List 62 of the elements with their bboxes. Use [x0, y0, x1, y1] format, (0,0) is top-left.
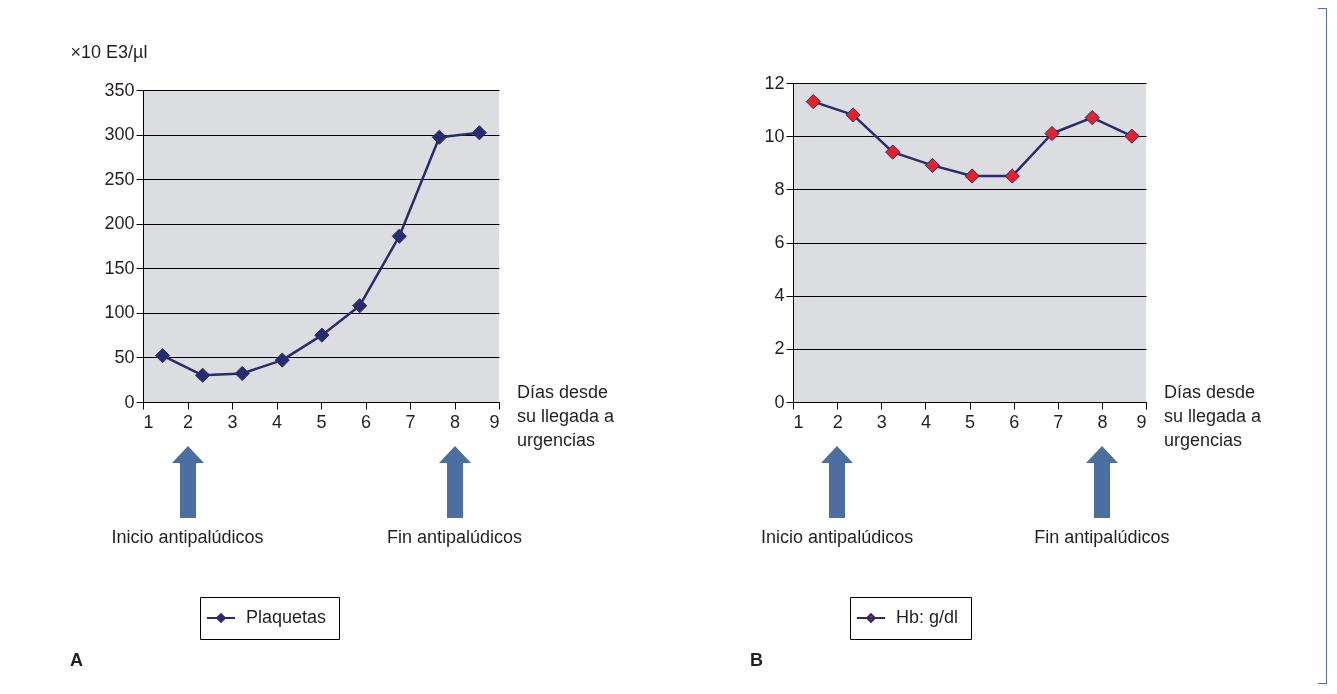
point — [431, 129, 447, 145]
x-tick-label: 4 — [920, 411, 931, 432]
y-axis-title: ×10 E3/µl — [70, 41, 148, 62]
y-tick-label: 6 — [774, 232, 785, 252]
x-tick-label: 6 — [360, 411, 372, 432]
y-tick-label: 200 — [104, 213, 135, 234]
point — [805, 94, 821, 110]
legend-label: Plaquetas — [246, 607, 327, 627]
point — [1084, 109, 1100, 126]
point — [845, 107, 861, 123]
point — [274, 352, 290, 368]
x-tick-label: 5 — [964, 411, 976, 432]
text: Inicio antipalúdicos — [111, 527, 264, 548]
text: B — [750, 650, 763, 671]
y-tick-label: 50 — [114, 346, 135, 367]
x-tick-label: 5 — [316, 411, 327, 432]
x-tick-label: 9 — [489, 411, 500, 432]
x-tick-label: 9 — [1136, 411, 1147, 432]
y-tick-label: 100 — [104, 302, 135, 323]
x-axis-title: Días desde su llegada a urgencias — [1164, 381, 1263, 452]
x-tick-label: 7 — [1053, 411, 1064, 432]
point — [195, 367, 211, 383]
y-tick-label: 12 — [764, 72, 785, 93]
y-tick-label: 0 — [774, 391, 785, 412]
text: A — [70, 650, 83, 671]
x-tick-label: 3 — [876, 411, 887, 432]
point — [1124, 128, 1140, 144]
x-tick-label: 6 — [1009, 411, 1020, 432]
point — [471, 125, 487, 141]
point — [1004, 168, 1020, 184]
y-tick-label: 8 — [774, 178, 785, 199]
x-tick-label: 2 — [832, 411, 843, 432]
y-tick-label: 10 — [764, 125, 785, 146]
x-tick-label: 8 — [1097, 411, 1108, 432]
x-tick-label: 1 — [793, 411, 804, 432]
y-tick-label: 300 — [104, 124, 135, 145]
point — [391, 228, 407, 244]
y-tick-label: 0 — [124, 391, 135, 412]
text: Inicio antipalúdicos — [761, 527, 914, 548]
legend-label: Hb: g/dl — [896, 607, 959, 627]
x-tick-label: 7 — [405, 411, 416, 432]
y-tick-label: 250 — [104, 168, 135, 189]
x-tick-label: 3 — [227, 411, 238, 432]
y-tick-label: 350 — [104, 79, 135, 100]
point — [924, 157, 941, 173]
point — [352, 298, 368, 314]
x-axis-title: Días desde su llegada a urgencias — [517, 381, 616, 452]
y-tick-label: 4 — [774, 285, 785, 306]
point — [885, 144, 901, 160]
point — [1044, 125, 1060, 142]
x-tick-label: 4 — [271, 411, 283, 432]
x-tick-label: 1 — [143, 411, 154, 432]
point — [314, 327, 330, 343]
point — [234, 365, 250, 382]
point — [964, 168, 980, 184]
y-tick-label: 150 — [104, 257, 135, 278]
text: Fin antipalúdicos — [386, 527, 523, 548]
text: Fin antipalúdicos — [1034, 527, 1170, 548]
y-tick-label: 2 — [774, 338, 785, 359]
x-tick-label: 8 — [449, 411, 461, 432]
point — [155, 348, 171, 364]
x-tick-label: 2 — [182, 411, 194, 432]
